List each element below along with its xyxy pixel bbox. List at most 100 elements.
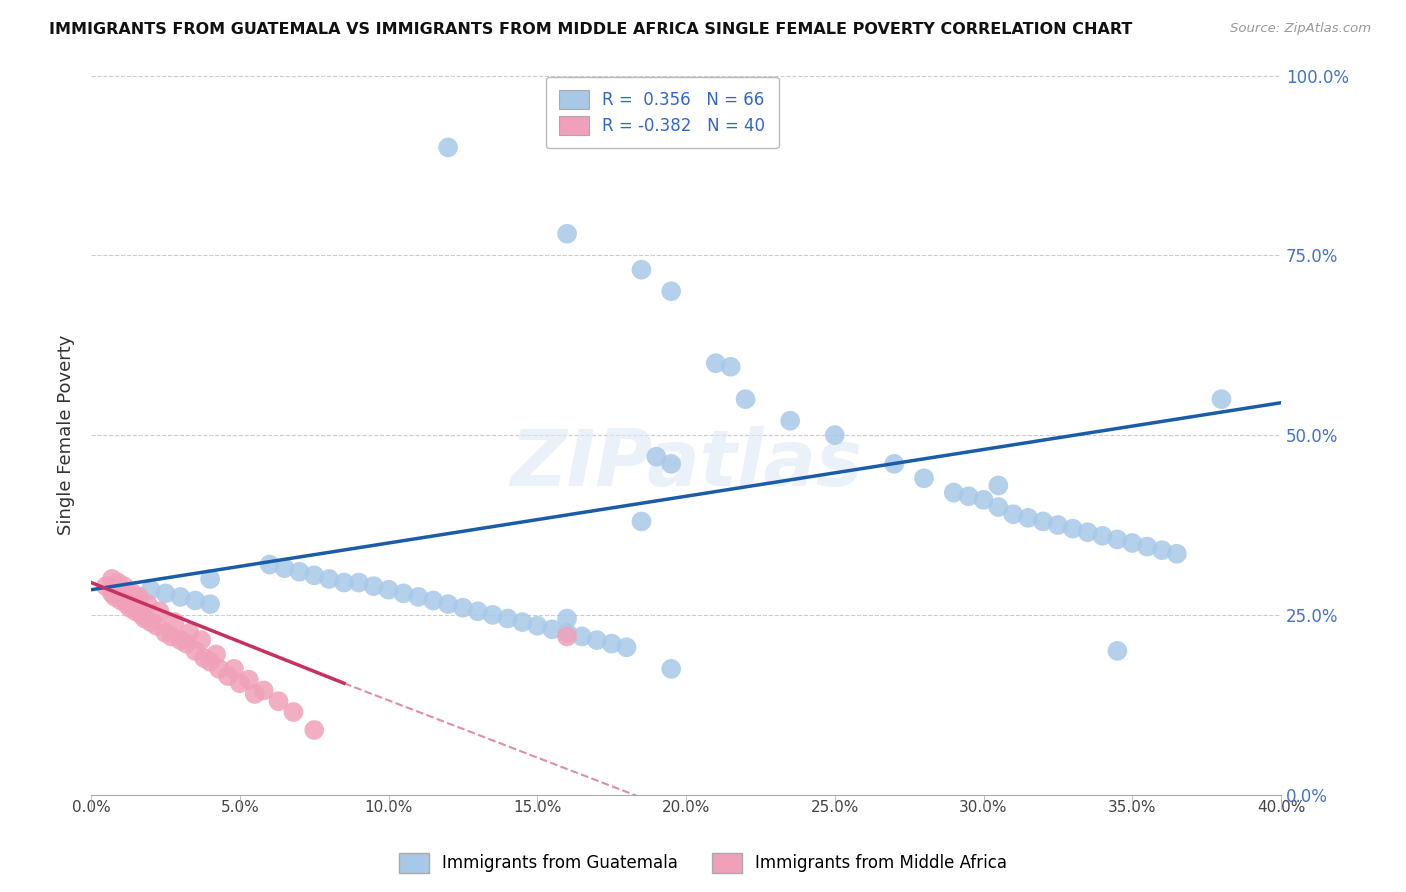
Point (107, 575, 129, 590)
Point (198, 597, 221, 611)
Point (318, 572, 340, 586)
Point (128, 590, 150, 604)
Point (169, 633, 191, 648)
Point (229, 676, 252, 690)
Point (139, 582, 162, 597)
Point (1077, 525, 1099, 540)
Point (496, 611, 519, 625)
Point (1150, 543, 1173, 558)
Point (184, 593, 207, 607)
Point (94, 579, 117, 593)
Point (333, 575, 356, 590)
Point (541, 622, 564, 636)
Point (176, 637, 198, 651)
Point (238, 673, 260, 687)
Point (377, 582, 399, 597)
Point (190, 633, 212, 648)
Point (208, 662, 231, 676)
Point (136, 597, 159, 611)
Point (600, 637, 623, 651)
Point (110, 593, 132, 607)
Point (222, 662, 245, 676)
Point (145, 618, 167, 632)
Point (659, 285, 682, 299)
Point (720, 359, 742, 374)
Point (259, 558, 281, 572)
Point (205, 648, 228, 662)
Point (184, 644, 207, 658)
Point (526, 618, 548, 632)
Point (957, 489, 980, 503)
Point (630, 262, 652, 277)
Point (408, 590, 430, 604)
Point (104, 590, 127, 604)
Point (1136, 540, 1159, 554)
Point (555, 630, 578, 644)
Point (555, 611, 578, 625)
Legend: Immigrants from Guatemala, Immigrants from Middle Africa: Immigrants from Guatemala, Immigrants fr… (392, 847, 1014, 880)
Point (1107, 533, 1129, 547)
Point (1121, 536, 1143, 550)
Point (1017, 511, 1039, 525)
Point (198, 572, 221, 586)
Point (160, 630, 183, 644)
Point (193, 651, 215, 665)
Point (883, 457, 905, 471)
Point (198, 655, 221, 669)
Point (451, 600, 474, 615)
Point (481, 607, 503, 622)
Point (734, 392, 756, 406)
Point (392, 586, 415, 600)
Point (112, 579, 135, 593)
Point (912, 471, 935, 485)
Point (824, 428, 846, 442)
Point (585, 633, 607, 648)
Point (134, 611, 156, 625)
Point (1166, 547, 1188, 561)
Point (659, 457, 682, 471)
Point (571, 630, 593, 644)
Point (616, 640, 638, 655)
Point (704, 356, 727, 370)
Point (243, 687, 266, 701)
Point (217, 669, 239, 683)
Point (125, 604, 148, 618)
Point (1211, 392, 1233, 406)
Text: Source: ZipAtlas.com: Source: ZipAtlas.com (1230, 22, 1371, 36)
Point (1032, 515, 1054, 529)
Point (555, 626, 578, 640)
Point (155, 586, 177, 600)
Point (148, 604, 170, 618)
Point (121, 586, 143, 600)
Point (131, 607, 153, 622)
Point (973, 492, 995, 507)
Point (273, 561, 295, 575)
Point (942, 485, 965, 500)
Point (1002, 507, 1025, 521)
Point (555, 227, 578, 241)
Y-axis label: Single Female Poverty: Single Female Poverty (58, 334, 75, 535)
Point (363, 579, 385, 593)
Point (115, 597, 138, 611)
Point (155, 626, 177, 640)
Point (302, 723, 325, 737)
Point (118, 600, 141, 615)
Point (179, 626, 201, 640)
Point (422, 593, 444, 607)
Point (512, 615, 534, 629)
Point (437, 140, 460, 154)
Point (467, 604, 489, 618)
Point (302, 568, 325, 582)
Point (283, 705, 305, 719)
Point (779, 414, 801, 428)
Point (987, 478, 1010, 492)
Legend: R =  0.356   N = 66, R = -0.382   N = 40: R = 0.356 N = 66, R = -0.382 N = 40 (546, 77, 779, 148)
Point (630, 515, 652, 529)
Point (437, 597, 460, 611)
Point (253, 683, 276, 698)
Point (1091, 529, 1114, 543)
Point (288, 565, 311, 579)
Text: ZIPatlas: ZIPatlas (510, 425, 862, 502)
Point (1062, 522, 1084, 536)
Point (101, 586, 124, 600)
